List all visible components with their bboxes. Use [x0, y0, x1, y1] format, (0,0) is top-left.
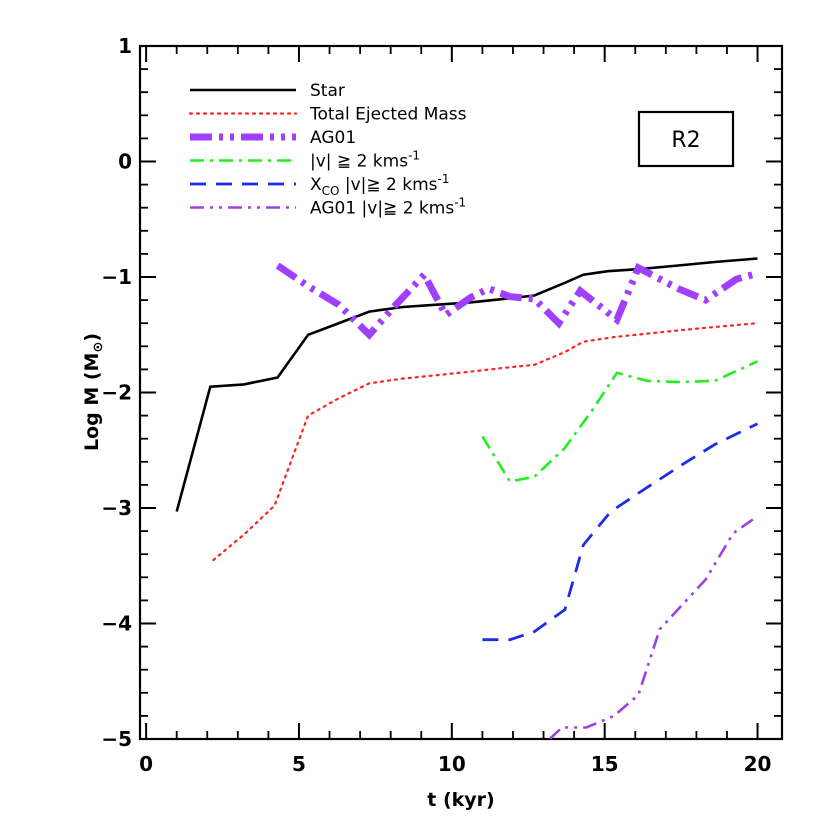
legend-label-2: AG01	[310, 128, 356, 148]
annotation-box: R2	[637, 110, 735, 168]
annotation-frame	[637, 110, 735, 168]
x-tick-label: 10	[438, 752, 466, 776]
series-group	[175, 257, 759, 739]
series-line-1	[212, 322, 759, 562]
series-line-4	[482, 422, 759, 642]
y-tick-label: 1	[118, 34, 132, 58]
x-tick-label: 15	[591, 752, 619, 776]
legend-label-1: Total Ejected Mass	[309, 105, 467, 125]
annotation-label: R2	[671, 128, 700, 153]
legend: Star Total Ejected Mass AG01|v| ≧ 2 kms-1X…	[188, 81, 467, 219]
legend-label-0: Star	[310, 81, 345, 101]
series-line-3	[481, 360, 759, 483]
series-line-5	[548, 515, 759, 739]
y-axis-title-main: Log M (M	[81, 353, 103, 452]
y-axis-title-sun: ⊙	[91, 342, 106, 353]
x-tick-label: 5	[292, 752, 306, 776]
legend-label-5: AG01 |v|≧ 2 kms-1	[310, 196, 466, 219]
y-tick-label: −5	[101, 727, 132, 751]
ticks-group	[140, 45, 782, 740]
y-axis-title-text: Log M (M⊙)	[81, 333, 106, 451]
y-tick-label: −4	[101, 612, 132, 636]
y-tick-label: 0	[118, 150, 132, 174]
y-axis-title: Log M (M⊙)	[81, 333, 106, 451]
y-tick-label: −2	[101, 381, 132, 405]
y-axis-title-close: )	[81, 333, 103, 342]
x-tick-label: 20	[744, 752, 772, 776]
series-line-2	[275, 262, 759, 340]
y-tick-label: −1	[101, 265, 132, 289]
x-axis-title: t (kyr)	[427, 789, 494, 811]
x-tick-label: 0	[139, 752, 153, 776]
y-tick-label: −3	[101, 496, 132, 520]
legend-label-4: XCO |v|≧ 2 kms-1	[310, 172, 450, 198]
legend-label-3: |v| ≧ 2 kms-1	[310, 149, 420, 172]
